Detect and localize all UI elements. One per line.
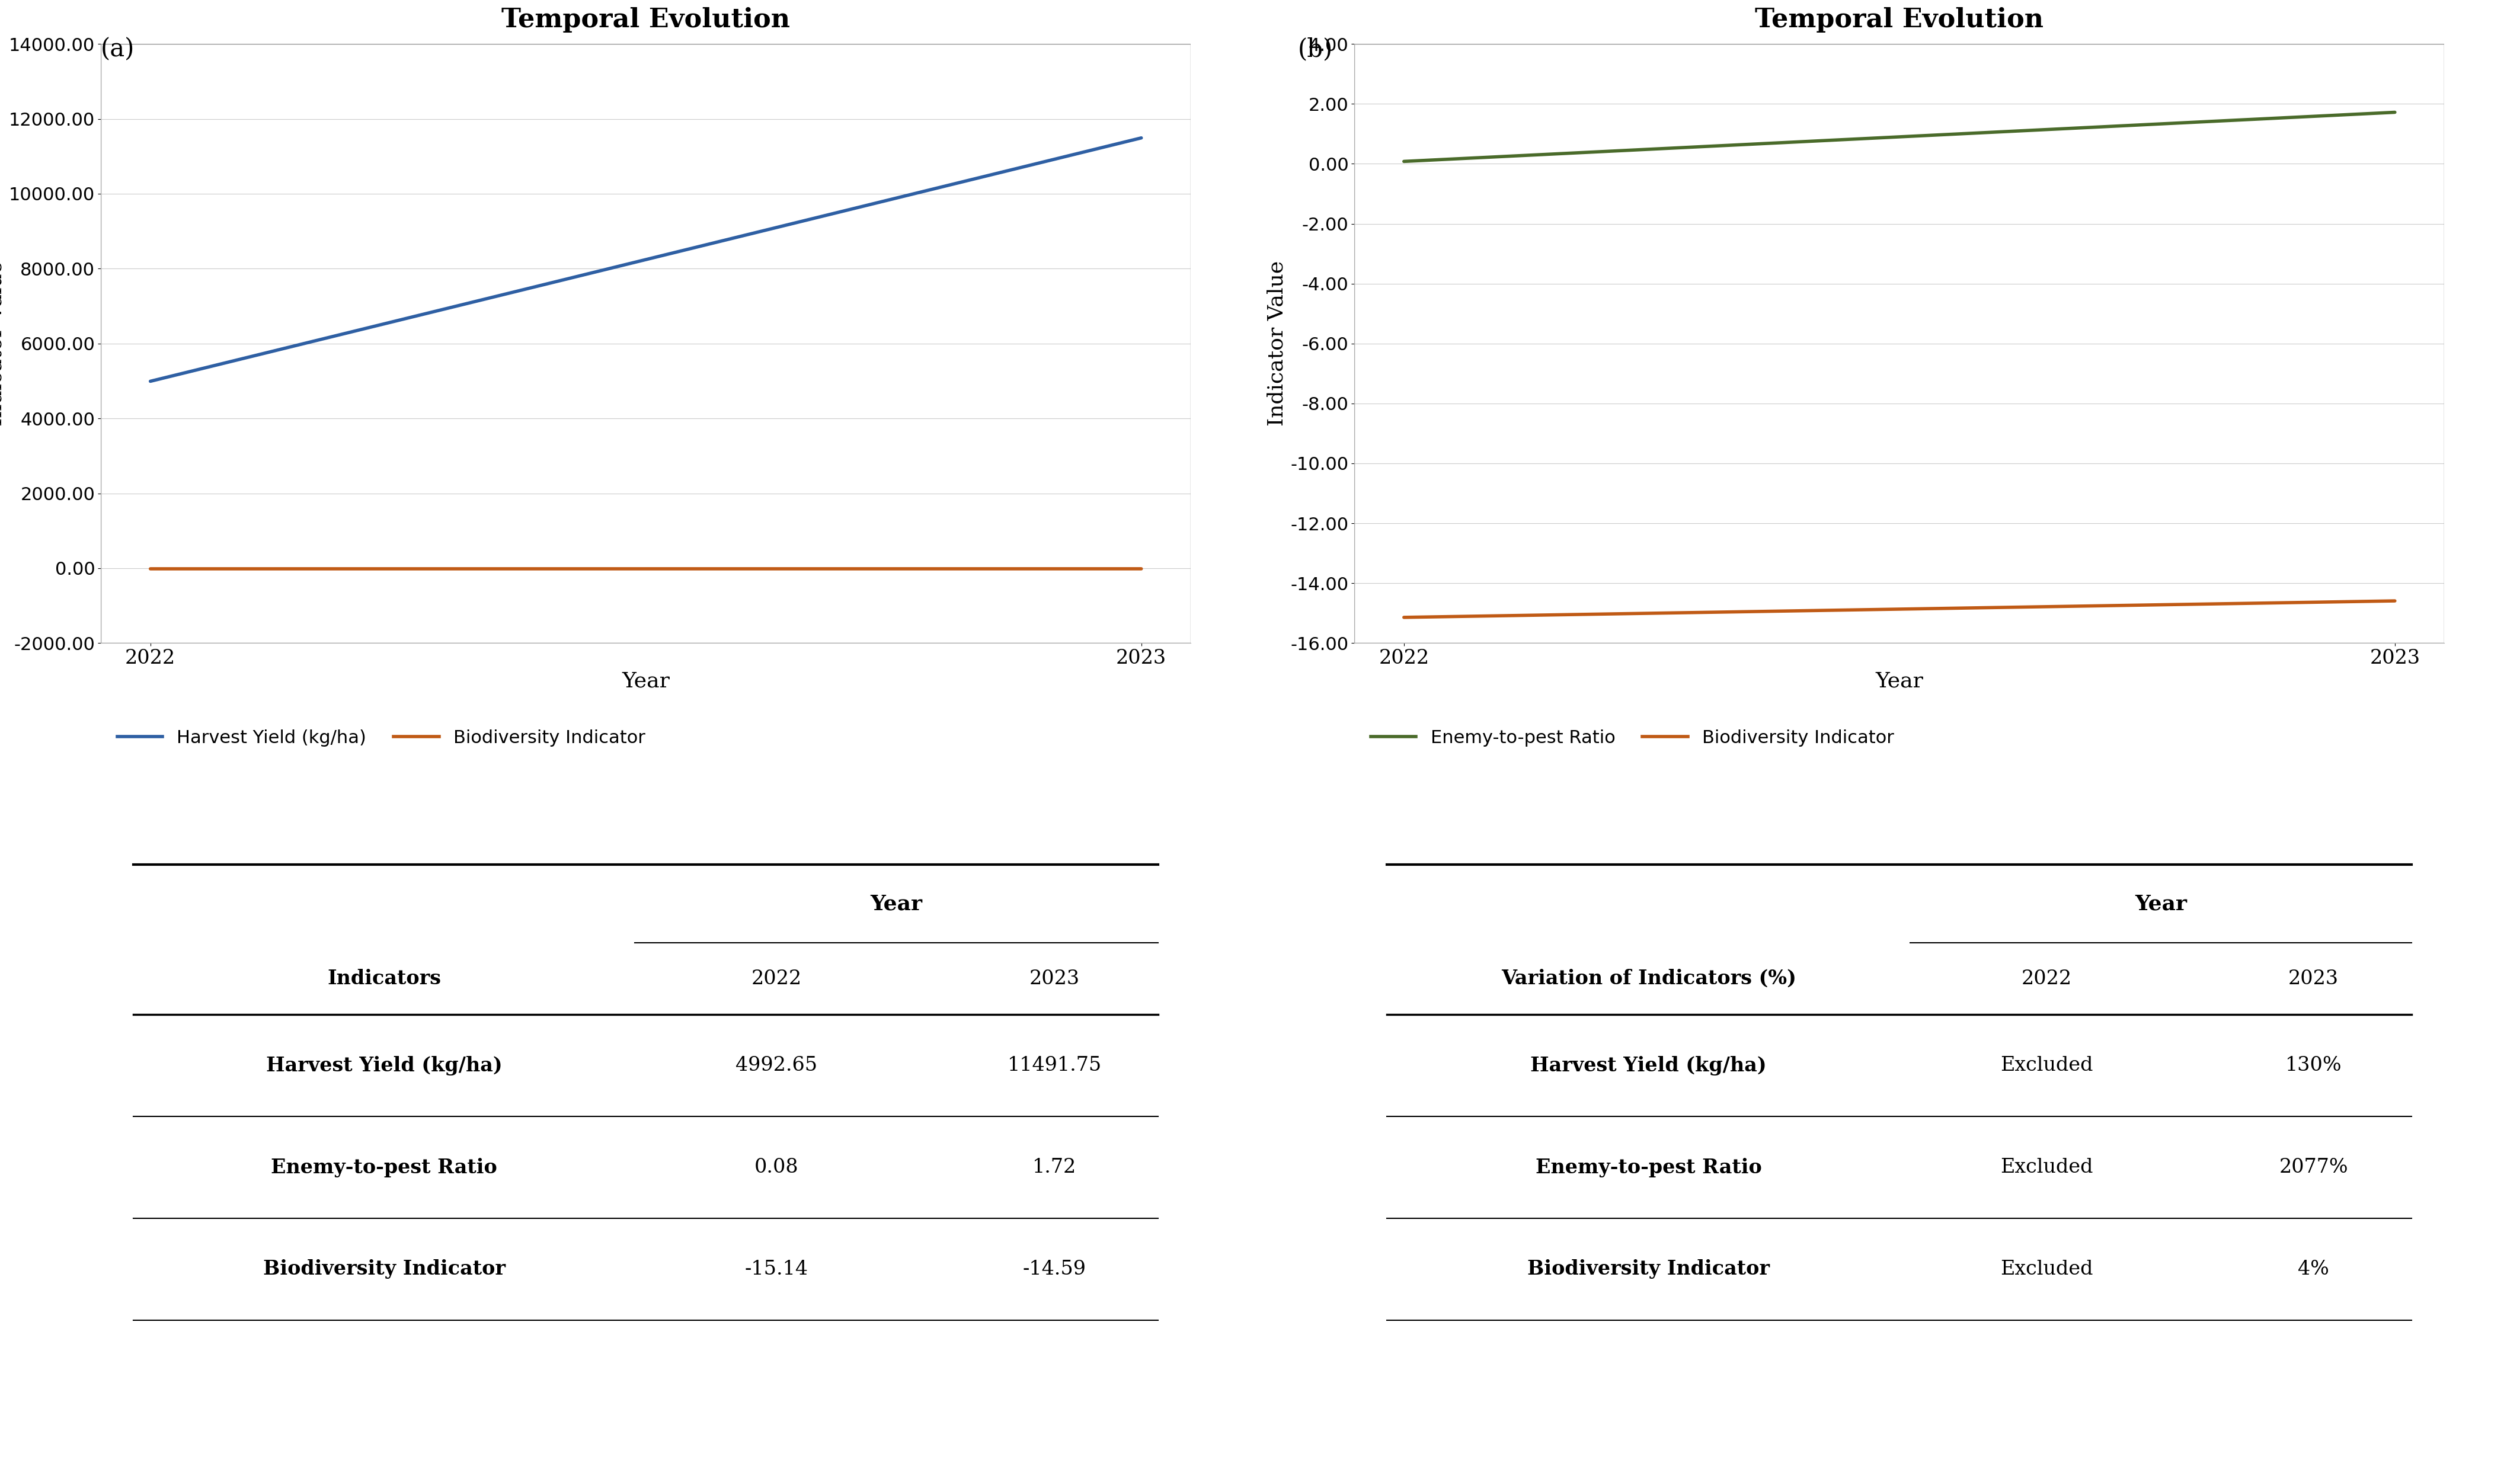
Text: Excluded: Excluded — [2001, 1056, 2094, 1075]
Text: 2022: 2022 — [2021, 969, 2071, 988]
Text: 4992.65: 4992.65 — [736, 1056, 816, 1075]
X-axis label: Year: Year — [622, 671, 670, 692]
Text: Biodiversity Indicator: Biodiversity Indicator — [262, 1259, 507, 1278]
Text: 130%: 130% — [2286, 1056, 2341, 1075]
Text: Variation of Indicators (%): Variation of Indicators (%) — [1502, 969, 1797, 988]
Text: Indicators: Indicators — [328, 969, 441, 988]
Legend: Enemy-to-pest Ratio, Biodiversity Indicator: Enemy-to-pest Ratio, Biodiversity Indica… — [1363, 723, 1900, 754]
Text: Excluded: Excluded — [2001, 1259, 2094, 1278]
Text: 4%: 4% — [2298, 1259, 2328, 1278]
Title: Temporal Evolution: Temporal Evolution — [501, 7, 791, 32]
Text: 2022: 2022 — [751, 969, 801, 988]
Text: (a): (a) — [101, 37, 134, 62]
Text: Year: Year — [2134, 894, 2187, 913]
Text: 1.72: 1.72 — [1033, 1158, 1076, 1177]
Text: Biodiversity Indicator: Biodiversity Indicator — [1527, 1259, 1769, 1278]
Text: 11491.75: 11491.75 — [1008, 1056, 1101, 1075]
Text: -15.14: -15.14 — [746, 1259, 809, 1278]
Text: 2077%: 2077% — [2278, 1158, 2349, 1177]
Text: -14.59: -14.59 — [1023, 1259, 1086, 1278]
Text: Harvest Yield (kg/ha): Harvest Yield (kg/ha) — [267, 1056, 501, 1075]
Y-axis label: Indicator Value: Indicator Value — [0, 261, 5, 427]
Text: 2023: 2023 — [2288, 969, 2339, 988]
Text: Excluded: Excluded — [2001, 1158, 2094, 1177]
Legend: Harvest Yield (kg/ha), Biodiversity Indicator: Harvest Yield (kg/ha), Biodiversity Indi… — [111, 723, 653, 754]
X-axis label: Year: Year — [1875, 671, 1923, 692]
Text: Harvest Yield (kg/ha): Harvest Yield (kg/ha) — [1530, 1056, 1767, 1075]
Title: Temporal Evolution: Temporal Evolution — [1754, 7, 2044, 32]
Text: (b): (b) — [1298, 37, 1333, 62]
Text: Year: Year — [869, 894, 922, 913]
Text: Enemy-to-pest Ratio: Enemy-to-pest Ratio — [1535, 1158, 1761, 1177]
Y-axis label: Indicator Value: Indicator Value — [1268, 261, 1288, 427]
Text: Enemy-to-pest Ratio: Enemy-to-pest Ratio — [272, 1158, 496, 1177]
Text: 0.08: 0.08 — [753, 1158, 799, 1177]
Text: 2023: 2023 — [1028, 969, 1079, 988]
